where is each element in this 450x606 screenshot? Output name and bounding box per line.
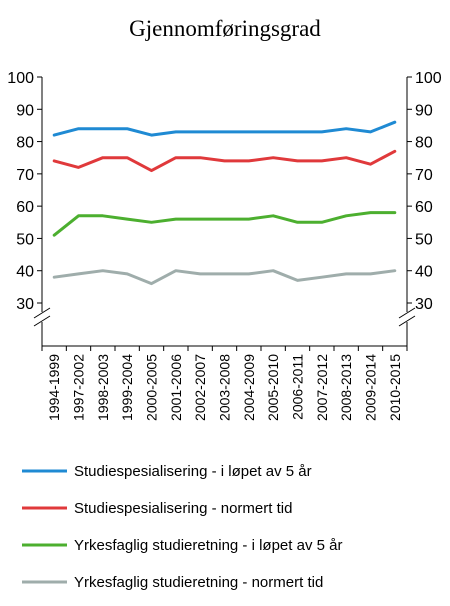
y-tick-label-right: 50 [415, 231, 433, 248]
legend-label: Studiespesialisering - i løpet av 5 år [74, 463, 312, 480]
x-tick-label: 1994-1999 [46, 354, 62, 421]
y-tick-label-left: 90 [16, 102, 34, 119]
axis-break-mark-left [33, 307, 51, 319]
legend-item: Yrkesfaglig studieretning - normert tid [22, 574, 323, 591]
y-tick-label-left: 80 [16, 135, 34, 152]
y-tick-label-right: 70 [415, 167, 433, 184]
chart-axes: 30 30 40 40 50 50 60 60 70 70 80 80 90 90 100 100 1994-1… [7, 70, 442, 421]
x-tick-label: 1999-2004 [119, 354, 135, 421]
legend-item: Studiespesialisering - normert tid [22, 500, 292, 517]
y-tick-label-left: 60 [16, 199, 34, 216]
x-tick-label: 2002-2007 [192, 354, 208, 421]
legend-item: Yrkesfaglig studieretning - i løpet av 5… [22, 537, 342, 554]
x-tick-label: 2003-2008 [217, 354, 233, 421]
y-tick-label-right: 90 [415, 102, 433, 119]
legend-label: Yrkesfaglig studieretning - normert tid [74, 574, 323, 591]
y-tick-label-right: 80 [415, 135, 433, 152]
x-tick-label: 2007-2012 [314, 354, 330, 421]
y-tick-label-right: 60 [415, 199, 433, 216]
series-line-2 [52, 149, 397, 173]
y-tick-label-right: 100 [415, 70, 442, 87]
x-tick-label: 2008-2013 [338, 354, 354, 421]
x-tick-label: 1997-2002 [71, 354, 87, 421]
y-tick-label-left: 40 [16, 264, 34, 281]
x-tick-label: 2005-2010 [265, 354, 281, 421]
y-tick-label-left: 70 [16, 167, 34, 184]
x-tick-label: 2001-2006 [168, 354, 184, 421]
x-tick-label: 2009-2014 [363, 354, 379, 421]
legend-label: Studiespesialisering - normert tid [74, 500, 292, 517]
series-lines [52, 120, 397, 286]
x-tick-label: 2006-2011 [290, 354, 306, 420]
chart-title: Gjennomføringsgrad [129, 16, 321, 41]
chart-legend: Studiespesialisering - i løpet av 5 år St… [22, 463, 342, 591]
axis-break-mark-right [398, 315, 416, 327]
y-tick-label-right: 30 [415, 296, 433, 313]
y-tick-label-right: 40 [415, 264, 433, 281]
series-line-3 [52, 211, 397, 237]
y-tick-label-left: 100 [7, 70, 34, 87]
series-line-4 [52, 269, 397, 286]
x-tick-label: 2004-2009 [241, 354, 257, 421]
x-tick-label: 1998-2003 [95, 354, 111, 421]
series-line-1 [52, 120, 397, 137]
legend-label: Yrkesfaglig studieretning - i løpet av 5… [74, 537, 342, 554]
legend-item: Studiespesialisering - i løpet av 5 år [22, 463, 312, 480]
axis-break-mark-right [398, 307, 416, 319]
x-tick-label: 2000-2005 [144, 354, 160, 421]
x-tick-label: 2010-2015 [387, 354, 403, 421]
y-tick-label-left: 30 [16, 296, 34, 313]
axis-break-mark-left [33, 315, 51, 327]
y-tick-label-left: 50 [16, 231, 34, 248]
